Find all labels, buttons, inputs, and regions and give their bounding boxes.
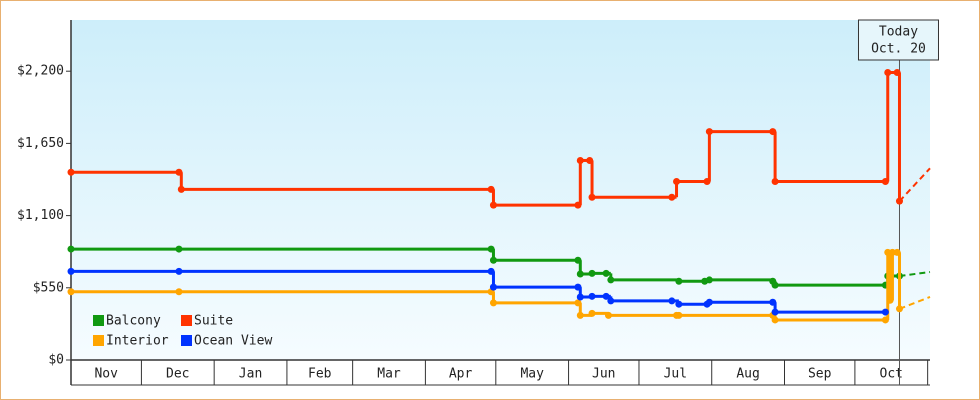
y-tick-label: $550 xyxy=(33,280,64,295)
point xyxy=(769,128,777,136)
point xyxy=(574,299,582,307)
point xyxy=(668,297,676,305)
point xyxy=(884,69,892,77)
point xyxy=(576,293,584,301)
point xyxy=(576,156,584,164)
forecast-line xyxy=(898,167,931,202)
point xyxy=(607,276,615,284)
point xyxy=(177,185,185,193)
point xyxy=(607,297,615,305)
x-tick-label: Oct xyxy=(880,367,903,382)
point xyxy=(893,69,901,77)
point xyxy=(769,298,777,306)
point xyxy=(489,299,497,307)
point xyxy=(705,276,713,284)
point xyxy=(881,177,889,185)
point xyxy=(574,256,582,264)
forecast-line xyxy=(899,271,931,277)
y-tick-label: $0 xyxy=(48,353,64,368)
x-tick-label: Aug xyxy=(736,367,759,382)
point xyxy=(175,168,183,176)
point xyxy=(175,288,183,296)
point xyxy=(588,269,596,277)
today-box xyxy=(857,19,939,61)
x-tick-label: Dec xyxy=(166,367,189,382)
point xyxy=(67,168,75,176)
legend-label: Ocean View xyxy=(194,334,272,349)
x-tick-label: Jul xyxy=(664,367,687,382)
point xyxy=(886,296,894,304)
point xyxy=(602,269,610,277)
point xyxy=(705,298,713,306)
point xyxy=(67,267,75,275)
legend-label: Suite xyxy=(194,314,233,329)
legend-label: Interior xyxy=(106,334,169,349)
point xyxy=(576,311,584,319)
point xyxy=(67,288,75,296)
point xyxy=(604,311,612,319)
point xyxy=(487,245,495,253)
legend-swatch xyxy=(181,315,192,326)
point xyxy=(175,245,183,253)
point xyxy=(489,283,497,291)
point xyxy=(673,177,681,185)
point xyxy=(574,283,582,291)
point xyxy=(175,267,183,275)
point xyxy=(576,270,584,278)
x-tick-label: Jan xyxy=(239,367,262,382)
point xyxy=(771,177,779,185)
x-tick-label: Mar xyxy=(377,367,401,382)
point xyxy=(675,300,683,308)
y-tick-label: $2,200 xyxy=(17,64,64,79)
y-tick-label: $1,650 xyxy=(17,136,64,151)
point xyxy=(881,308,889,316)
point xyxy=(487,185,495,193)
legend-swatch xyxy=(93,315,104,326)
point xyxy=(574,201,582,209)
point xyxy=(67,245,75,253)
point xyxy=(489,201,497,209)
x-tick-label: Apr xyxy=(449,367,473,382)
point xyxy=(893,248,901,256)
point xyxy=(675,311,683,319)
point xyxy=(588,292,596,300)
legend-swatch xyxy=(93,335,104,346)
today-label: Oct. 20 xyxy=(871,42,926,57)
today-label: Today xyxy=(879,25,918,40)
x-tick-label: Jun xyxy=(592,367,615,382)
x-tick-label: Nov xyxy=(94,367,118,382)
x-tick-label: Feb xyxy=(308,367,332,382)
point xyxy=(771,316,779,324)
point xyxy=(703,177,711,185)
point xyxy=(487,267,495,275)
point xyxy=(668,193,676,201)
x-tick-label: May xyxy=(520,367,544,382)
point xyxy=(588,309,596,317)
point xyxy=(588,193,596,201)
point xyxy=(881,316,889,324)
point xyxy=(489,256,497,264)
point xyxy=(705,128,713,136)
point xyxy=(586,156,594,164)
legend-label: Balcony xyxy=(106,314,161,329)
legend-swatch xyxy=(181,335,192,346)
point xyxy=(771,281,779,289)
point xyxy=(675,277,683,285)
x-tick-label: Sep xyxy=(808,367,832,382)
forecast-line xyxy=(899,296,931,310)
y-tick-label: $1,100 xyxy=(17,208,64,223)
point xyxy=(771,308,779,316)
point xyxy=(602,292,610,300)
